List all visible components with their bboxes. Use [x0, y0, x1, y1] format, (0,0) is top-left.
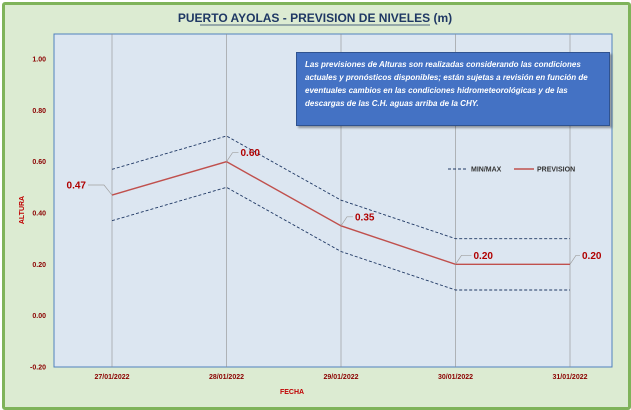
data-label: 0.35	[355, 212, 375, 223]
y-tick-label: 0.80	[32, 108, 46, 115]
data-label-leader	[226, 152, 239, 162]
x-tick-label: 30/01/2022	[438, 374, 473, 381]
x-tick-label: 27/01/2022	[94, 374, 129, 381]
data-label: 0.60	[241, 148, 261, 159]
y-tick-label: 0.00	[32, 313, 46, 320]
y-tick-label: 0.60	[32, 159, 46, 166]
annotation-box: Las previsiones de Alturas son realizada…	[296, 52, 610, 126]
data-label: 0.20	[582, 251, 602, 262]
x-axis-title: FECHA	[280, 389, 304, 396]
x-tick-label: 28/01/2022	[209, 374, 244, 381]
legend-minmax-label: MIN/MAX	[471, 167, 502, 174]
data-label-leader	[340, 216, 353, 227]
series-max-line	[111, 135, 570, 240]
chart-title: PUERTO AYOLAS - PREVISION DE NIVELES (m)	[178, 11, 452, 25]
legend-prevision-label: PREVISION	[537, 167, 575, 174]
data-label: 0.47	[67, 181, 87, 192]
y-axis-title: ALTURA	[19, 196, 26, 224]
y-tick-label: 0.40	[32, 211, 46, 218]
y-tick-label: 0.20	[32, 262, 46, 269]
x-tick-label: 29/01/2022	[323, 374, 358, 381]
series-min-line	[111, 186, 570, 291]
x-tick-label: 31/01/2022	[552, 374, 587, 381]
y-tick-label: 1.00	[32, 57, 46, 64]
y-tick-label: -0.20	[30, 365, 46, 372]
data-label: 0.20	[474, 251, 494, 262]
data-label-leader	[569, 254, 580, 265]
data-label-leader	[455, 254, 472, 265]
data-label-leader	[88, 184, 113, 196]
